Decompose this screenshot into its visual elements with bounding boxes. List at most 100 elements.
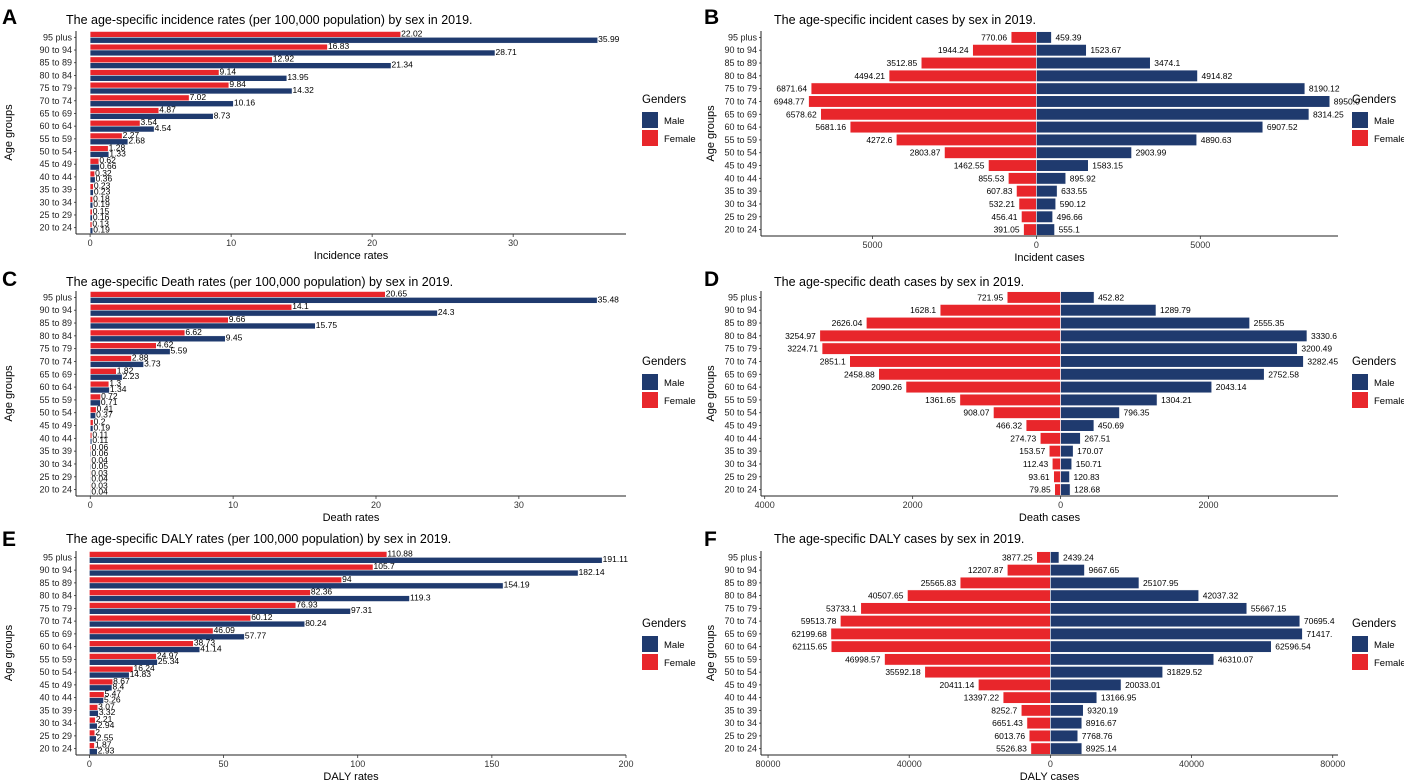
data-label-male: 2555.35 [1254, 318, 1285, 328]
data-label-male: 71417. [1306, 629, 1332, 639]
bar-male [1060, 419, 1095, 432]
data-label-female: 2.21 [96, 714, 113, 724]
data-label-female: 1.3 [109, 378, 121, 388]
bar-female [89, 602, 297, 609]
data-label-female: 8.67 [113, 676, 130, 686]
y-axis-title: Age groups [705, 105, 717, 162]
data-label-female: 3224.71 [787, 344, 818, 354]
bar-male [89, 748, 98, 755]
category-label: 25 to 29 [724, 731, 757, 741]
bar-female [1006, 291, 1061, 304]
data-label-female: 53733.1 [826, 603, 857, 613]
legend-swatch-male [1352, 112, 1368, 128]
data-label-male: 15.75 [316, 320, 338, 330]
category-label: 60 to 64 [39, 642, 72, 652]
panel-letter: E [2, 528, 16, 551]
data-label-male: 796.35 [1124, 408, 1150, 418]
bar-male [1060, 393, 1158, 406]
data-label-female: 0.72 [101, 391, 118, 401]
chart-title: The age-specific incident cases by sex i… [774, 13, 1036, 27]
bar-male [1060, 342, 1298, 355]
category-label: 55 to 59 [724, 395, 757, 405]
category-label: 30 to 34 [724, 459, 757, 469]
data-label-female: 2 [95, 727, 100, 737]
bar-male [90, 322, 316, 330]
panel-f-svg: F The age-specific DALY cases by sex in 2… [704, 528, 1404, 781]
legend-swatch-female [1352, 130, 1368, 146]
data-label-male: 21.34 [392, 60, 414, 70]
legend-title: Genders [1352, 618, 1396, 630]
data-label-male: 496.66 [1057, 212, 1083, 222]
category-label: 45 to 49 [724, 161, 757, 171]
data-label-female: 112.43 [1023, 459, 1049, 469]
data-label-female: 40507.65 [868, 591, 904, 601]
bar-male [1060, 457, 1073, 471]
panel-d: D The age-specific death cases by sex in … [702, 262, 1404, 524]
data-label-male: 1289.79 [1160, 305, 1191, 315]
data-label-male: 8916.67 [1086, 718, 1117, 728]
data-label-male: 25107.95 [1143, 578, 1179, 588]
category-label: 95 plus [728, 292, 758, 302]
data-label-male: 2.23 [123, 371, 140, 381]
bar-male [1060, 291, 1095, 304]
data-label-female: 6.62 [185, 327, 202, 337]
data-label-female: 2458.88 [844, 369, 875, 379]
bar-female [90, 291, 386, 298]
data-label-female: 2.27 [123, 130, 140, 140]
x-axis-title: Incidence rates [314, 250, 389, 262]
data-label-male: 8.73 [214, 110, 231, 120]
category-label: 95 plus [43, 292, 73, 302]
data-label-female: 0.03 [91, 481, 108, 491]
bar-male [1036, 95, 1331, 108]
category-label: 45 to 49 [724, 680, 757, 690]
data-label-male: 895.92 [1070, 173, 1096, 183]
legend-title: Genders [1352, 94, 1396, 106]
category-label: 35 to 39 [39, 185, 72, 195]
y-axis-title: Age groups [705, 624, 717, 681]
legend-swatch-male [642, 636, 658, 652]
data-label-female: 3.07 [98, 701, 115, 711]
bar-female [90, 380, 110, 388]
data-label-female: 0.13 [92, 219, 109, 229]
bar-female [90, 304, 292, 311]
bar-male [1036, 172, 1067, 185]
category-label: 60 to 64 [39, 382, 72, 392]
legend-swatch-female [642, 654, 658, 670]
bar-female [905, 381, 1061, 394]
category-label: 85 to 89 [724, 578, 757, 588]
bar-male [1050, 564, 1085, 577]
bar-male [89, 633, 245, 640]
data-label-male: 55667.15 [1251, 603, 1287, 613]
data-label-female: 16.83 [328, 41, 350, 51]
bar-male [89, 163, 100, 171]
x-tick-label: 4000 [755, 500, 775, 510]
panel-a-svg: A The age-specific incidence rates (per 1… [2, 6, 696, 262]
category-label: 85 to 89 [724, 318, 757, 328]
bar-male [90, 438, 93, 445]
panel-e-svg: E The age-specific DALY rates (per 100,00… [2, 528, 696, 781]
category-label: 80 to 84 [39, 331, 72, 341]
bar-male [89, 684, 113, 691]
data-label-female: 7.02 [190, 92, 207, 102]
chart-title: The age-specific Death rates (per 100,00… [66, 275, 453, 289]
bar-female [1054, 483, 1061, 496]
data-label-female: 2803.87 [910, 148, 941, 158]
data-label-female: 12207.87 [968, 565, 1004, 575]
bar-male [89, 557, 603, 564]
bar-female [1020, 704, 1051, 717]
panel-letter: A [2, 6, 17, 29]
bar-female [993, 406, 1061, 419]
data-label-female: 1944.24 [938, 45, 969, 55]
panel-letter: F [704, 528, 717, 551]
bar-male [1050, 653, 1215, 666]
data-label-male: 3282.45 [1307, 356, 1338, 366]
bar-male [1050, 691, 1098, 704]
data-label-female: 908.07 [963, 408, 989, 418]
category-label: 85 to 89 [724, 58, 757, 68]
x-tick-label: 0 [88, 500, 93, 510]
bar-male [89, 49, 496, 57]
bar-male [90, 309, 438, 317]
category-label: 60 to 64 [724, 642, 757, 652]
data-label-female: 13397.22 [964, 693, 1000, 703]
category-label: 50 to 54 [39, 667, 72, 677]
